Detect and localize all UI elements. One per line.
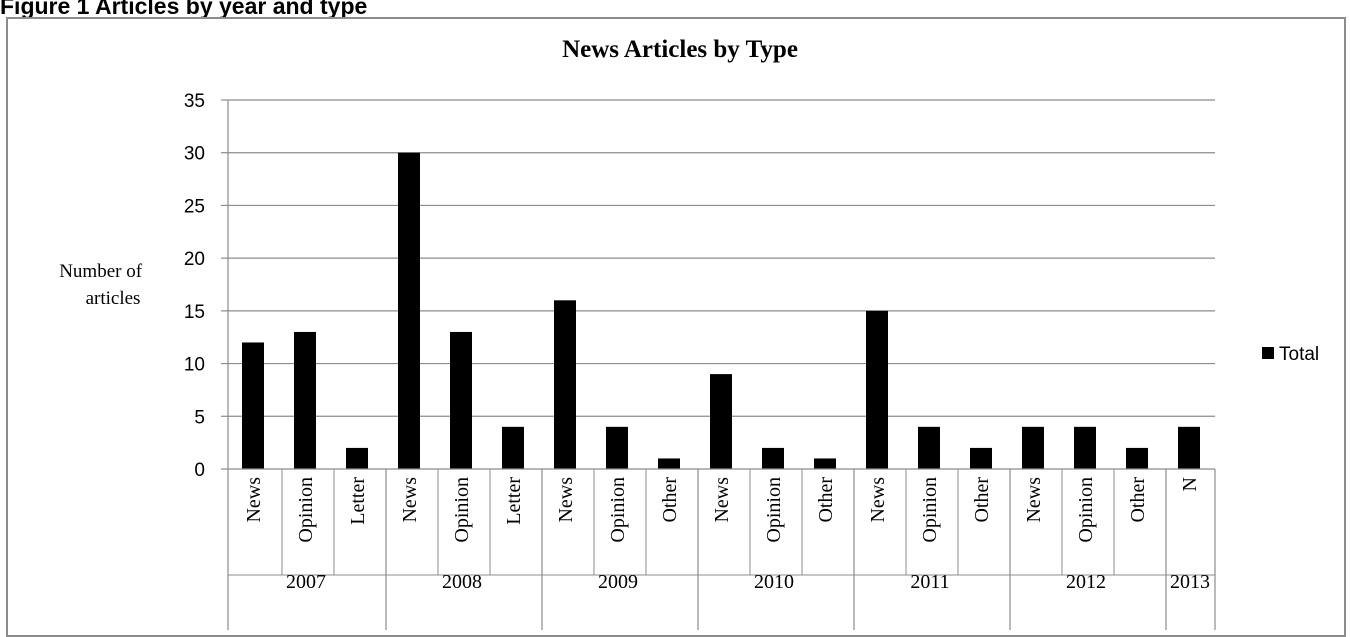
x-category-label: News (711, 477, 733, 523)
bar (1022, 426, 1044, 469)
x-category-label: Other (971, 477, 993, 523)
x-group-label: 2011 (910, 571, 949, 593)
x-group-label: 2010 (754, 571, 794, 593)
y-tick-label: 5 (194, 407, 205, 428)
x-group-label: 2013 (1170, 571, 1210, 593)
x-category-label: Other (659, 477, 681, 523)
y-tick-label: 25 (184, 196, 205, 217)
x-category-label: Opinion (607, 477, 629, 543)
legend: Total (1262, 344, 1319, 365)
chart-title: News Articles by Type (562, 36, 798, 63)
bar (1126, 447, 1148, 469)
bar (606, 426, 628, 469)
legend-swatch (1262, 347, 1274, 359)
bar (294, 331, 316, 469)
x-category-label: News (867, 477, 889, 523)
bar (1178, 426, 1200, 469)
bar (658, 458, 680, 469)
x-category-label: Other (1127, 477, 1149, 523)
y-tick-label: 10 (184, 355, 205, 376)
legend-label: Total (1279, 344, 1319, 365)
bar (970, 447, 992, 469)
axes (227, 100, 1216, 630)
bar (918, 426, 940, 469)
bars (242, 152, 1200, 469)
y-tick-label: 30 (184, 144, 205, 165)
x-category-labels: News Opinion Letter News Opinion Letter News Op… (243, 477, 1201, 543)
x-category-label: Other (815, 477, 837, 523)
x-group-label: 2007 (286, 571, 326, 593)
x-group-label: 2012 (1066, 571, 1106, 593)
x-category-label: Opinion (451, 477, 473, 543)
x-category-label: Opinion (763, 477, 785, 543)
bar (866, 310, 888, 469)
x-group-labels: 2007 2008 2009 2010 2011 2012 2013 (286, 571, 1210, 593)
bar (814, 458, 836, 469)
y-tick-labels: 0 5 10 15 20 25 30 35 (184, 91, 205, 481)
y-tick-label: 20 (184, 249, 205, 270)
x-category-label: Opinion (919, 477, 941, 543)
x-category-label: Letter (503, 477, 525, 525)
bar (502, 426, 524, 469)
y-tick-label: 15 (184, 302, 205, 323)
bar (242, 342, 264, 469)
bar (450, 331, 472, 469)
bar (710, 374, 732, 469)
bar (554, 300, 576, 469)
bar (1074, 426, 1096, 469)
x-category-label: Opinion (1075, 477, 1097, 543)
x-category-label: News (1023, 477, 1045, 523)
figure-caption: Figure 1 Articles by year and type (0, 0, 368, 19)
x-category-label: News (399, 477, 421, 523)
x-category-label: News (555, 477, 577, 523)
y-tick-label: 35 (184, 91, 205, 112)
x-category-label: News (243, 477, 265, 523)
bar (398, 152, 420, 469)
x-category-label: Letter (347, 477, 369, 525)
x-category-label: Opinion (295, 477, 317, 543)
y-axis-label: Number of articles (59, 261, 147, 309)
y-tick-label: 0 (194, 460, 205, 481)
x-category-label: N (1179, 477, 1201, 491)
bar (346, 447, 368, 469)
x-group-label: 2008 (442, 571, 482, 593)
bar (762, 447, 784, 469)
x-group-label: 2009 (598, 571, 638, 593)
